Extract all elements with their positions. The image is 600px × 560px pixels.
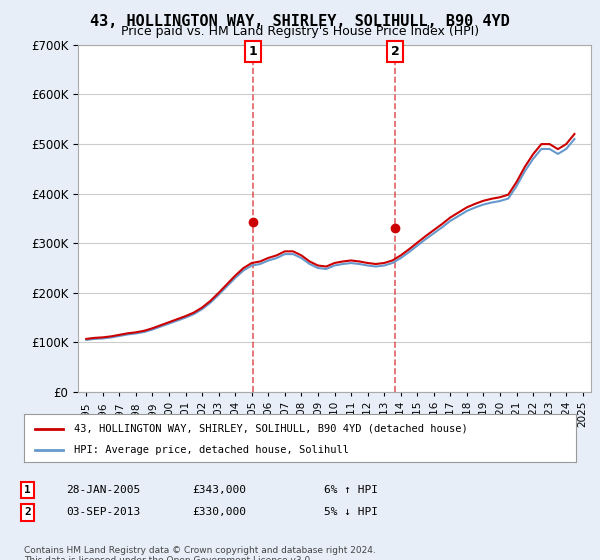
Text: 43, HOLLINGTON WAY, SHIRLEY, SOLIHULL, B90 4YD: 43, HOLLINGTON WAY, SHIRLEY, SOLIHULL, B… bbox=[90, 14, 510, 29]
Text: 1: 1 bbox=[24, 485, 31, 495]
Text: £343,000: £343,000 bbox=[192, 485, 246, 495]
Text: 2: 2 bbox=[24, 507, 31, 517]
Text: HPI: Average price, detached house, Solihull: HPI: Average price, detached house, Soli… bbox=[74, 445, 349, 455]
Text: £330,000: £330,000 bbox=[192, 507, 246, 517]
Text: Contains HM Land Registry data © Crown copyright and database right 2024.
This d: Contains HM Land Registry data © Crown c… bbox=[24, 546, 376, 560]
Text: 28-JAN-2005: 28-JAN-2005 bbox=[66, 485, 140, 495]
Text: 1: 1 bbox=[249, 45, 257, 58]
Text: 2: 2 bbox=[391, 45, 400, 58]
Text: 6% ↑ HPI: 6% ↑ HPI bbox=[324, 485, 378, 495]
Text: Price paid vs. HM Land Registry's House Price Index (HPI): Price paid vs. HM Land Registry's House … bbox=[121, 25, 479, 38]
Text: 03-SEP-2013: 03-SEP-2013 bbox=[66, 507, 140, 517]
Text: 5% ↓ HPI: 5% ↓ HPI bbox=[324, 507, 378, 517]
Text: 43, HOLLINGTON WAY, SHIRLEY, SOLIHULL, B90 4YD (detached house): 43, HOLLINGTON WAY, SHIRLEY, SOLIHULL, B… bbox=[74, 424, 467, 433]
